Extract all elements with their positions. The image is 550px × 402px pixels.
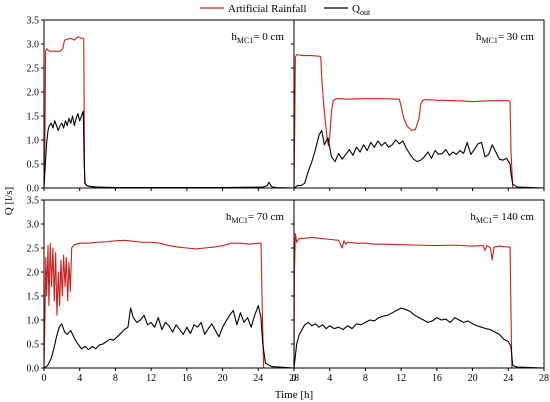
legend-label-rainfall: Artificial Rainfall <box>228 3 307 15</box>
x-tick-label: 8 <box>363 373 368 384</box>
x-tick-label: 0 <box>292 373 297 384</box>
x-tick-label: 24 <box>503 373 513 384</box>
x-tick-label: 12 <box>146 373 156 384</box>
y-tick-label: 1.5 <box>27 292 40 303</box>
legend: Artificial Rainfall Qout <box>200 3 371 17</box>
plot-frame <box>43 199 295 369</box>
y-tick-label: 2.5 <box>27 64 40 75</box>
y-tick-label: 1.0 <box>27 316 40 327</box>
y-tick-label: 3.5 <box>27 16 40 27</box>
y-axis-label: Q [l/s] <box>3 187 15 215</box>
x-tick-label: 28 <box>539 373 549 384</box>
series-line-qout <box>293 129 545 189</box>
x-tick-label: 24 <box>253 373 263 384</box>
x-tick-label: 28 <box>289 373 299 384</box>
y-tick-label: 0.0 <box>27 184 40 195</box>
legend-label-qout: Qout <box>352 3 371 17</box>
x-tick-label: 8 <box>113 373 118 384</box>
series-line-rainfall <box>43 239 294 369</box>
y-tick-label: 2.0 <box>27 88 40 99</box>
plot-frame <box>43 19 295 189</box>
panel-2: hMC1= 30 cm <box>291 19 545 191</box>
series-line-qout <box>43 110 295 189</box>
panel-4: 0 4 8 12 16 20 24 28 hMC1= 140 cm <box>291 199 549 384</box>
series-line-qout <box>43 305 295 369</box>
y-tick-label: 1.5 <box>27 112 40 123</box>
series-line-rainfall <box>293 233 544 369</box>
x-tick-label: 12 <box>396 373 406 384</box>
y-tick-label: 2.5 <box>27 244 40 255</box>
x-tick-label: 16 <box>182 373 192 384</box>
x-axis-label: Time [h] <box>275 389 313 401</box>
y-tick-label: 3.0 <box>27 220 40 231</box>
y-tick-label: 3.0 <box>27 40 40 51</box>
x-tick-label: 16 <box>432 373 442 384</box>
y-tick-label: 0.5 <box>27 160 40 171</box>
panel-1: 0.0 0.5 1.0 1.5 2.0 2.5 3.0 3.5 hMC1= 0 cm <box>27 16 295 195</box>
y-tick-label: 3.5 <box>27 196 40 207</box>
y-tick-label: 1.0 <box>27 136 40 147</box>
panel-3: 0 4 8 12 16 20 24 28 0.0 0.5 1.0 1.5 2.0 2.5 3.0 3.5 hMC… <box>27 196 300 385</box>
series-line-qout <box>293 307 545 369</box>
y-tick-label: 2.0 <box>27 268 40 279</box>
x-tick-label: 4 <box>327 373 332 384</box>
plot-frame <box>293 199 545 369</box>
panel-title: hMC1= 140 cm <box>470 211 534 225</box>
x-tick-label: 20 <box>468 373 478 384</box>
x-tick-label: 4 <box>77 373 82 384</box>
panel-title: hMC1= 30 cm <box>476 31 535 45</box>
series-line-rainfall <box>293 54 544 189</box>
x-tick-label: 0 <box>42 373 47 384</box>
x-tick-label: 20 <box>218 373 228 384</box>
y-tick-label: 0.5 <box>27 340 40 351</box>
panel-title: hMC1= 70 cm <box>226 211 285 225</box>
series-line-rainfall <box>43 36 294 189</box>
plot-frame <box>293 19 545 189</box>
panel-title: hMC1= 0 cm <box>231 31 284 45</box>
y-tick-label: 0.0 <box>27 364 40 375</box>
